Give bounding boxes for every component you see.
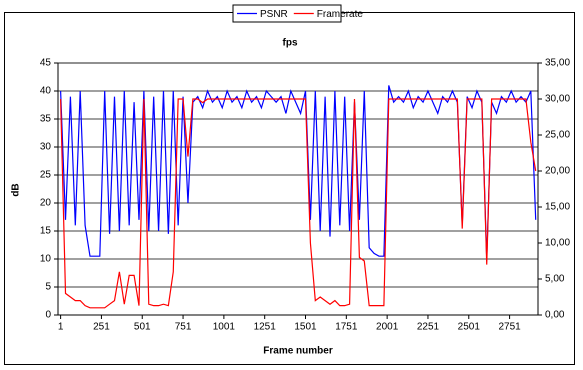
y2-tick-label: 30,00 <box>545 94 570 105</box>
y2-tick-label: 15,00 <box>545 202 570 213</box>
y-tick-label: 0 <box>45 310 51 321</box>
x-tick-label: 1001 <box>213 322 236 333</box>
y-tick-label: 15 <box>40 226 52 237</box>
legend-label: PSNR <box>260 9 288 20</box>
y2-tick-label: 5,00 <box>545 274 565 285</box>
legend-box <box>232 4 342 23</box>
x-tick-label: 1501 <box>294 322 317 333</box>
y-axis-label: dB <box>11 183 22 196</box>
y-tick-label: 25 <box>40 170 52 181</box>
y-tick-label: 20 <box>40 198 52 209</box>
x-tick-label: 1751 <box>335 322 358 333</box>
legend: PSNR Framerate <box>232 4 364 23</box>
x-tick-label: 2001 <box>376 322 399 333</box>
chart-title: fps <box>283 38 298 49</box>
x-tick-label: 251 <box>93 322 110 333</box>
y2-tick-label: 35,00 <box>545 58 570 69</box>
series-line <box>60 98 537 309</box>
y-tick-label: 35 <box>40 114 52 125</box>
x-tick-label: 2751 <box>498 322 521 333</box>
y-tick-label: 45 <box>40 58 52 69</box>
y2-tick-label: 25,00 <box>545 130 570 141</box>
y2-tick-label: 0,00 <box>545 310 565 321</box>
y2-tick-label: 10,00 <box>545 238 570 249</box>
x-tick-label: 2501 <box>458 322 481 333</box>
x-tick-label: 1251 <box>254 322 277 333</box>
x-tick-label: 1 <box>58 322 64 333</box>
x-tick-label: 501 <box>134 322 151 333</box>
x-tick-label: 751 <box>175 322 192 333</box>
y2-tick-label: 20,00 <box>545 166 570 177</box>
series-line <box>60 85 537 260</box>
y-tick-label: 5 <box>45 282 51 293</box>
x-axis-label: Frame number <box>263 346 333 357</box>
plot-area <box>57 62 539 316</box>
y-tick-label: 40 <box>40 86 52 97</box>
y-tick-label: 30 <box>40 142 52 153</box>
y-tick-label: 10 <box>40 254 52 265</box>
x-tick-label: 2251 <box>417 322 440 333</box>
legend-label: Framerate <box>317 9 364 20</box>
